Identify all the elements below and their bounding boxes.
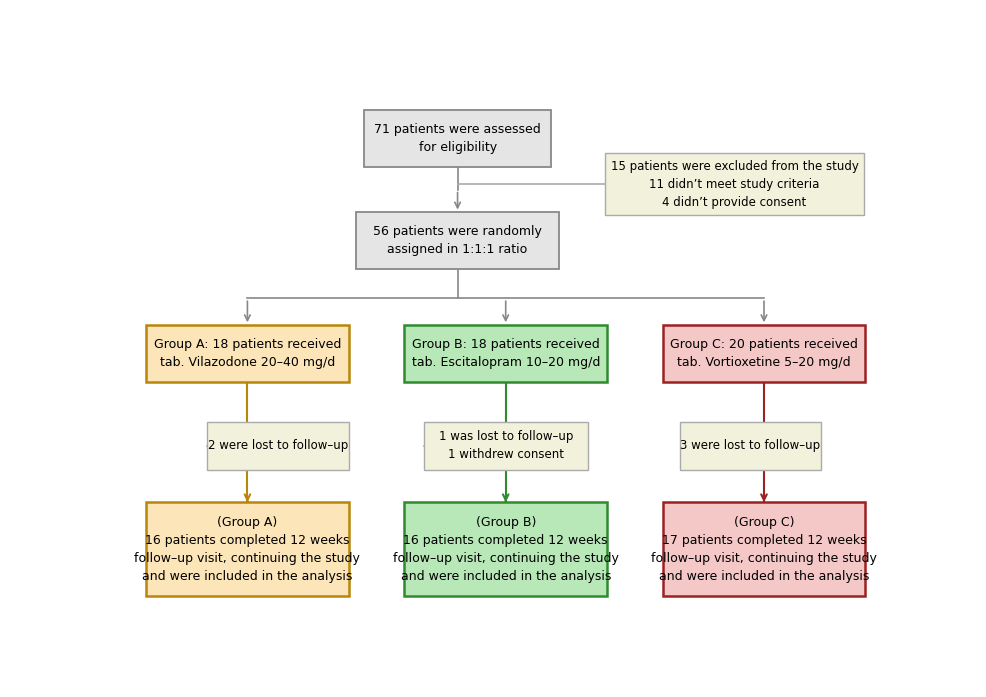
FancyBboxPatch shape	[424, 422, 588, 470]
FancyBboxPatch shape	[663, 325, 866, 381]
Text: (Group A)
16 patients completed 12 weeks
follow–up visit, continuing the study
a: (Group A) 16 patients completed 12 weeks…	[134, 516, 360, 583]
FancyBboxPatch shape	[604, 153, 865, 215]
FancyBboxPatch shape	[404, 503, 607, 596]
FancyBboxPatch shape	[679, 422, 821, 470]
Text: (Group C)
17 patients completed 12 weeks
follow–up visit, continuing the study
a: (Group C) 17 patients completed 12 weeks…	[651, 516, 877, 583]
Text: 1 was lost to follow–up
1 withdrew consent: 1 was lost to follow–up 1 withdrew conse…	[439, 431, 573, 461]
Text: Group B: 18 patients received
tab. Escitalopram 10–20 mg/d: Group B: 18 patients received tab. Escit…	[411, 338, 599, 369]
FancyBboxPatch shape	[356, 213, 559, 269]
Text: (Group B)
16 patients completed 12 weeks
follow–up visit, continuing the study
a: (Group B) 16 patients completed 12 weeks…	[392, 516, 618, 583]
Text: 71 patients were assessed
for eligibility: 71 patients were assessed for eligibilit…	[375, 123, 541, 154]
Text: 15 patients were excluded from the study
11 didn’t meet study criteria
4 didn’t : 15 patients were excluded from the study…	[610, 160, 859, 209]
FancyBboxPatch shape	[663, 503, 866, 596]
Text: 2 were lost to follow–up: 2 were lost to follow–up	[208, 439, 348, 452]
FancyBboxPatch shape	[146, 503, 349, 596]
Text: 56 patients were randomly
assigned in 1:1:1 ratio: 56 patients were randomly assigned in 1:…	[373, 225, 542, 256]
FancyBboxPatch shape	[364, 110, 551, 167]
FancyBboxPatch shape	[207, 422, 349, 470]
FancyBboxPatch shape	[404, 325, 607, 381]
FancyBboxPatch shape	[146, 325, 349, 381]
Text: Group A: 18 patients received
tab. Vilazodone 20–40 mg/d: Group A: 18 patients received tab. Vilaz…	[154, 338, 341, 369]
Text: Group C: 20 patients received
tab. Vortioxetine 5–20 mg/d: Group C: 20 patients received tab. Vorti…	[670, 338, 858, 369]
Text: 3 were lost to follow–up: 3 were lost to follow–up	[680, 439, 820, 452]
